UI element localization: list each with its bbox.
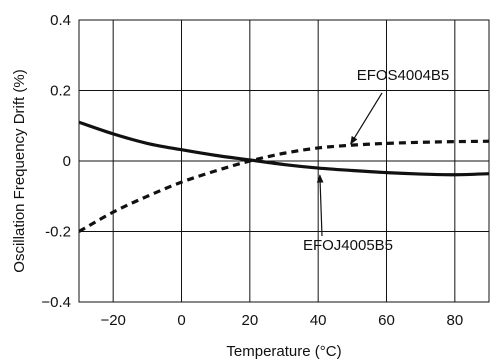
series-layer <box>79 120 489 233</box>
x-tick-label: 80 <box>446 312 463 329</box>
grid <box>79 19 489 303</box>
x-tick-label: 40 <box>310 312 327 329</box>
annotations: EFOS4004B5 EFOJ4005B5 <box>303 67 449 254</box>
y-tick-label: 0 <box>63 153 71 170</box>
series-line-efoj4005b5 <box>79 120 489 177</box>
x-tick-label: 20 <box>241 312 258 329</box>
x-axis-title: Temperature (°C) <box>226 343 341 360</box>
y-tick-label: 0.2 <box>50 83 71 100</box>
plot-frame <box>78 19 490 303</box>
y-tick-label: -0.2 <box>45 224 71 241</box>
x-tick-label: 60 <box>378 312 395 329</box>
tick-labels: −20 0 20 40 60 80 0.4 0.2 0 -0.2 −0.4 <box>41 12 463 329</box>
y-tick-label: 0.4 <box>50 12 71 29</box>
x-tick-label: −20 <box>100 312 125 329</box>
y-axis-title: Oscillation Frequency Drift (%) <box>11 69 28 272</box>
annotation-arrow-efoj4005b5 <box>316 174 324 237</box>
x-tick-label: 0 <box>177 312 185 329</box>
y-tick-label: −0.4 <box>41 294 71 311</box>
annotation-label-efoj4005b5: EFOJ4005B5 <box>303 237 393 254</box>
annotation-label-efos4004b5: EFOS4004B5 <box>357 67 450 84</box>
annotation-arrow-efos4004b5 <box>350 92 383 145</box>
series-line-efos4004b5 <box>79 139 489 233</box>
